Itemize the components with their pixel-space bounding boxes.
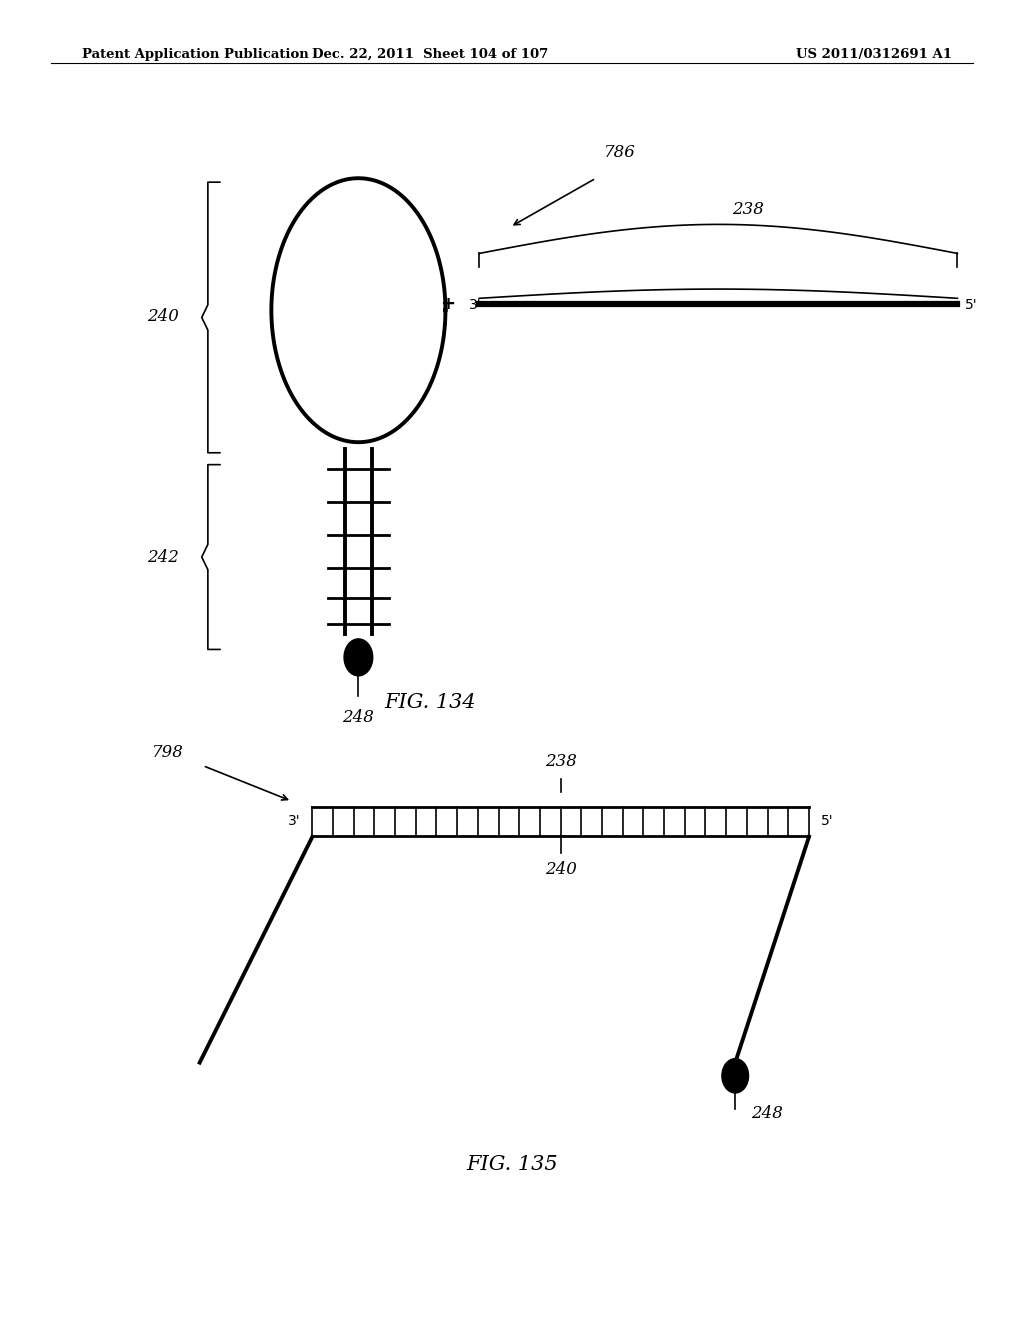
Text: 3': 3' xyxy=(469,298,481,312)
Circle shape xyxy=(722,1059,749,1093)
Text: FIG. 135: FIG. 135 xyxy=(466,1155,558,1173)
Text: +: + xyxy=(440,294,455,313)
Text: 786: 786 xyxy=(603,144,636,161)
Text: 240: 240 xyxy=(545,861,578,878)
Text: 248: 248 xyxy=(751,1105,782,1122)
Text: Dec. 22, 2011  Sheet 104 of 107: Dec. 22, 2011 Sheet 104 of 107 xyxy=(312,48,548,61)
Text: 5': 5' xyxy=(821,814,834,828)
Text: Patent Application Publication: Patent Application Publication xyxy=(82,48,308,61)
Text: FIG. 134: FIG. 134 xyxy=(384,693,476,711)
Text: 240: 240 xyxy=(147,309,179,325)
Text: 3': 3' xyxy=(289,814,301,828)
Circle shape xyxy=(344,639,373,676)
Text: 5': 5' xyxy=(965,298,977,312)
Text: 242: 242 xyxy=(147,549,179,565)
Text: 238: 238 xyxy=(545,752,578,770)
Text: US 2011/0312691 A1: US 2011/0312691 A1 xyxy=(797,48,952,61)
Text: 238: 238 xyxy=(731,201,764,218)
Text: 798: 798 xyxy=(153,744,184,760)
Text: 248: 248 xyxy=(342,709,375,726)
